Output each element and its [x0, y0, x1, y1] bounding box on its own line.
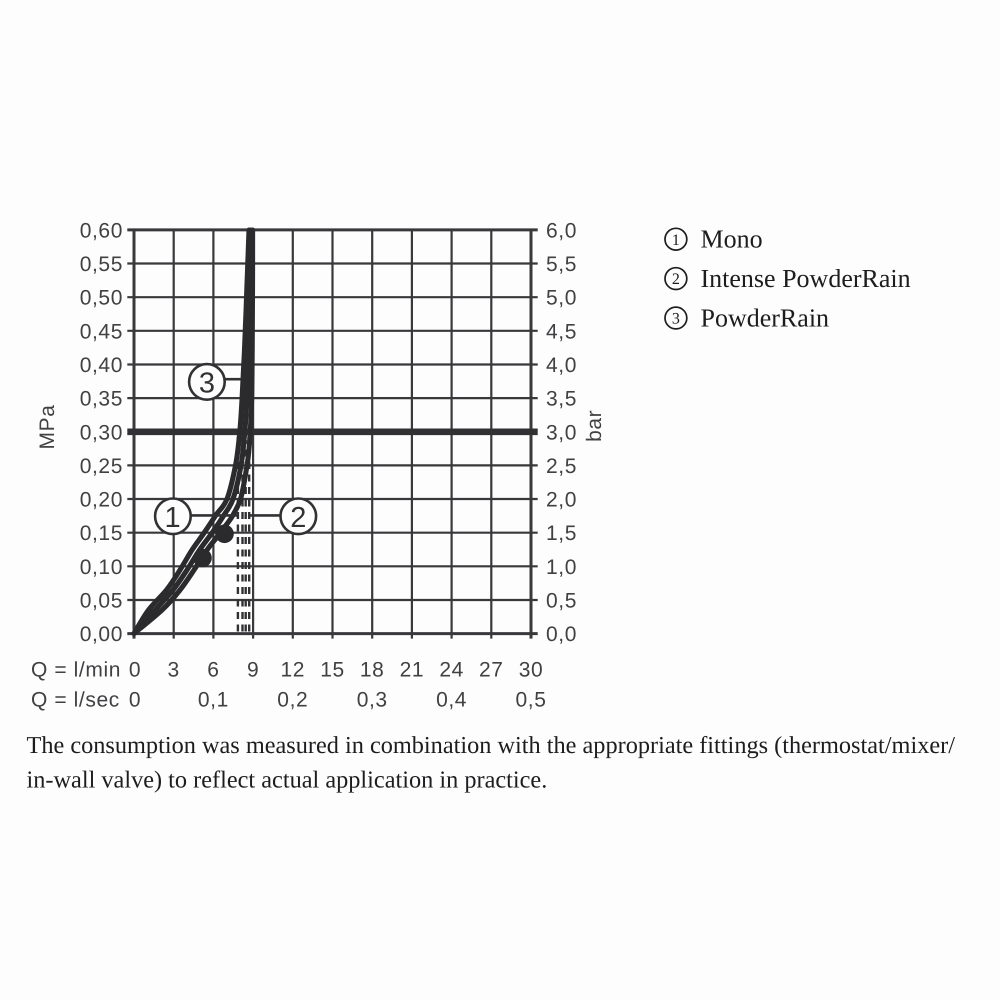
svg-text:0,05: 0,05	[80, 590, 123, 613]
svg-text:18: 18	[360, 659, 385, 682]
svg-text:12: 12	[281, 659, 306, 682]
svg-text:0,35: 0,35	[80, 388, 123, 411]
svg-text:4,5: 4,5	[546, 320, 577, 343]
svg-text:2,5: 2,5	[546, 455, 577, 478]
svg-text:0,30: 0,30	[80, 421, 123, 444]
svg-text:2: 2	[290, 502, 306, 534]
svg-text:9: 9	[247, 659, 259, 682]
svg-text:0,00: 0,00	[80, 623, 123, 646]
svg-text:0,3: 0,3	[357, 689, 388, 712]
svg-text:0,25: 0,25	[80, 455, 123, 478]
svg-text:6: 6	[207, 659, 219, 682]
svg-text:0,10: 0,10	[80, 556, 123, 579]
svg-text:0,5: 0,5	[546, 590, 577, 613]
svg-text:0,0: 0,0	[546, 623, 577, 646]
svg-text:3,0: 3,0	[546, 421, 577, 444]
svg-text:3: 3	[199, 368, 215, 400]
svg-text:21: 21	[400, 659, 425, 682]
svg-text:0,5: 0,5	[516, 689, 547, 712]
svg-text:0,45: 0,45	[80, 320, 123, 343]
svg-text:0,4: 0,4	[436, 689, 467, 712]
svg-text:3,5: 3,5	[546, 388, 577, 411]
svg-text:0,50: 0,50	[80, 287, 123, 310]
svg-text:1: 1	[165, 502, 181, 534]
svg-text:0: 0	[129, 659, 141, 682]
svg-text:0,2: 0,2	[277, 689, 308, 712]
svg-text:4,0: 4,0	[546, 354, 577, 377]
svg-text:Q = l/min: Q = l/min	[31, 659, 121, 682]
svg-text:1,0: 1,0	[546, 556, 577, 579]
svg-text:3: 3	[168, 659, 180, 682]
svg-text:PowderRain: PowderRain	[701, 304, 830, 333]
svg-text:30: 30	[519, 659, 544, 682]
svg-text:0,60: 0,60	[80, 219, 123, 242]
svg-text:0,55: 0,55	[80, 253, 123, 276]
svg-text:27: 27	[479, 659, 504, 682]
svg-text:bar: bar	[583, 410, 606, 442]
svg-text:1,5: 1,5	[546, 522, 577, 545]
svg-text:5,5: 5,5	[546, 253, 577, 276]
svg-text:3: 3	[672, 311, 680, 328]
svg-text:0,40: 0,40	[80, 354, 123, 377]
svg-text:Mono: Mono	[701, 225, 763, 254]
svg-text:2: 2	[672, 271, 680, 288]
svg-text:Q = l/sec: Q = l/sec	[31, 689, 120, 712]
svg-text:0,1: 0,1	[198, 689, 229, 712]
svg-text:Intense PowderRain: Intense PowderRain	[701, 264, 911, 293]
svg-text:15: 15	[320, 659, 345, 682]
svg-text:5,0: 5,0	[546, 287, 577, 310]
svg-text:1: 1	[672, 232, 680, 249]
svg-text:0,15: 0,15	[80, 522, 123, 545]
svg-text:The consumption was measured i: The consumption was measured in combinat…	[27, 732, 956, 759]
svg-text:24: 24	[439, 659, 464, 682]
svg-text:0: 0	[129, 689, 141, 712]
svg-text:2,0: 2,0	[546, 489, 577, 512]
svg-text:0,20: 0,20	[80, 489, 123, 512]
svg-text:MPa: MPa	[36, 405, 59, 450]
svg-text:in-wall valve) to reflect actu: in-wall valve) to reflect actual applica…	[27, 767, 548, 794]
svg-text:6,0: 6,0	[546, 219, 577, 242]
